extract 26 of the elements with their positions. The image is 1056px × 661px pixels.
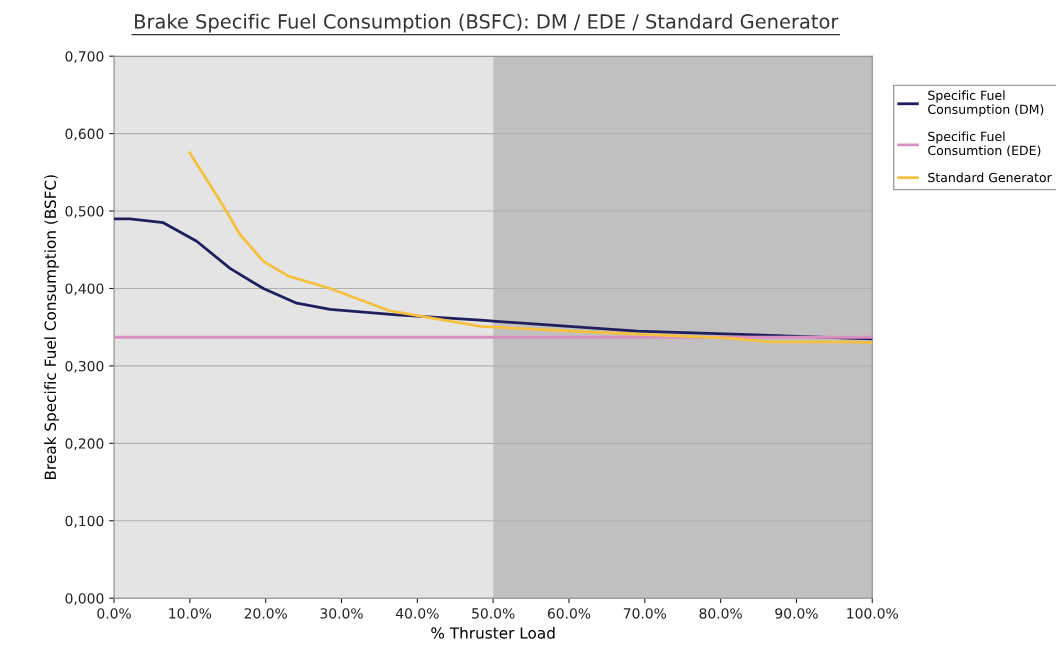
y-tick-label: 0,700: [65, 51, 104, 64]
chart-title: Brake Specific Fuel Consumption (BSFC): DM / EDE / Standard Generator: [135, 13, 839, 33]
y-tick-label: 0,000: [65, 593, 104, 606]
y-tick-label: 0,300: [65, 360, 104, 373]
x-tick-label: 0.0%: [97, 608, 131, 619]
y-axis-title: Break Specific Fuel Consumption (BSFC): [44, 175, 60, 480]
x-tick-label: 10.0%: [169, 608, 212, 619]
y-tick-label: 0,500: [65, 206, 104, 218]
y-tick-label: 0,600: [65, 128, 104, 141]
x-tick-label: 40.0%: [395, 608, 439, 619]
legend-label: Specific Fuel Consumption (DM): [928, 90, 1044, 117]
x-tick-label: 20.0%: [244, 608, 287, 619]
x-tick-label: 80.0%: [699, 608, 742, 619]
y-tick-label: 0,400: [65, 283, 104, 296]
y-tick-label: 0,100: [65, 515, 104, 528]
legend-label: Standard Generator: [928, 172, 1052, 183]
x-tick-label: 100.0%: [847, 608, 898, 619]
legend-label: Specific Fuel Consumtion (EDE): [928, 131, 1041, 157]
y-tick-label: 0,200: [65, 438, 104, 451]
x-tick-label: 60.0%: [547, 608, 591, 619]
line-series: [188, 151, 873, 345]
x-tick-label: 30.0%: [320, 608, 363, 619]
x-tick-label: 70.0%: [623, 608, 667, 619]
x-tick-label: 90.0%: [775, 608, 818, 619]
x-tick-label: 50.0%: [472, 608, 515, 619]
x-axis-title: % Thruster Load: [431, 626, 555, 639]
